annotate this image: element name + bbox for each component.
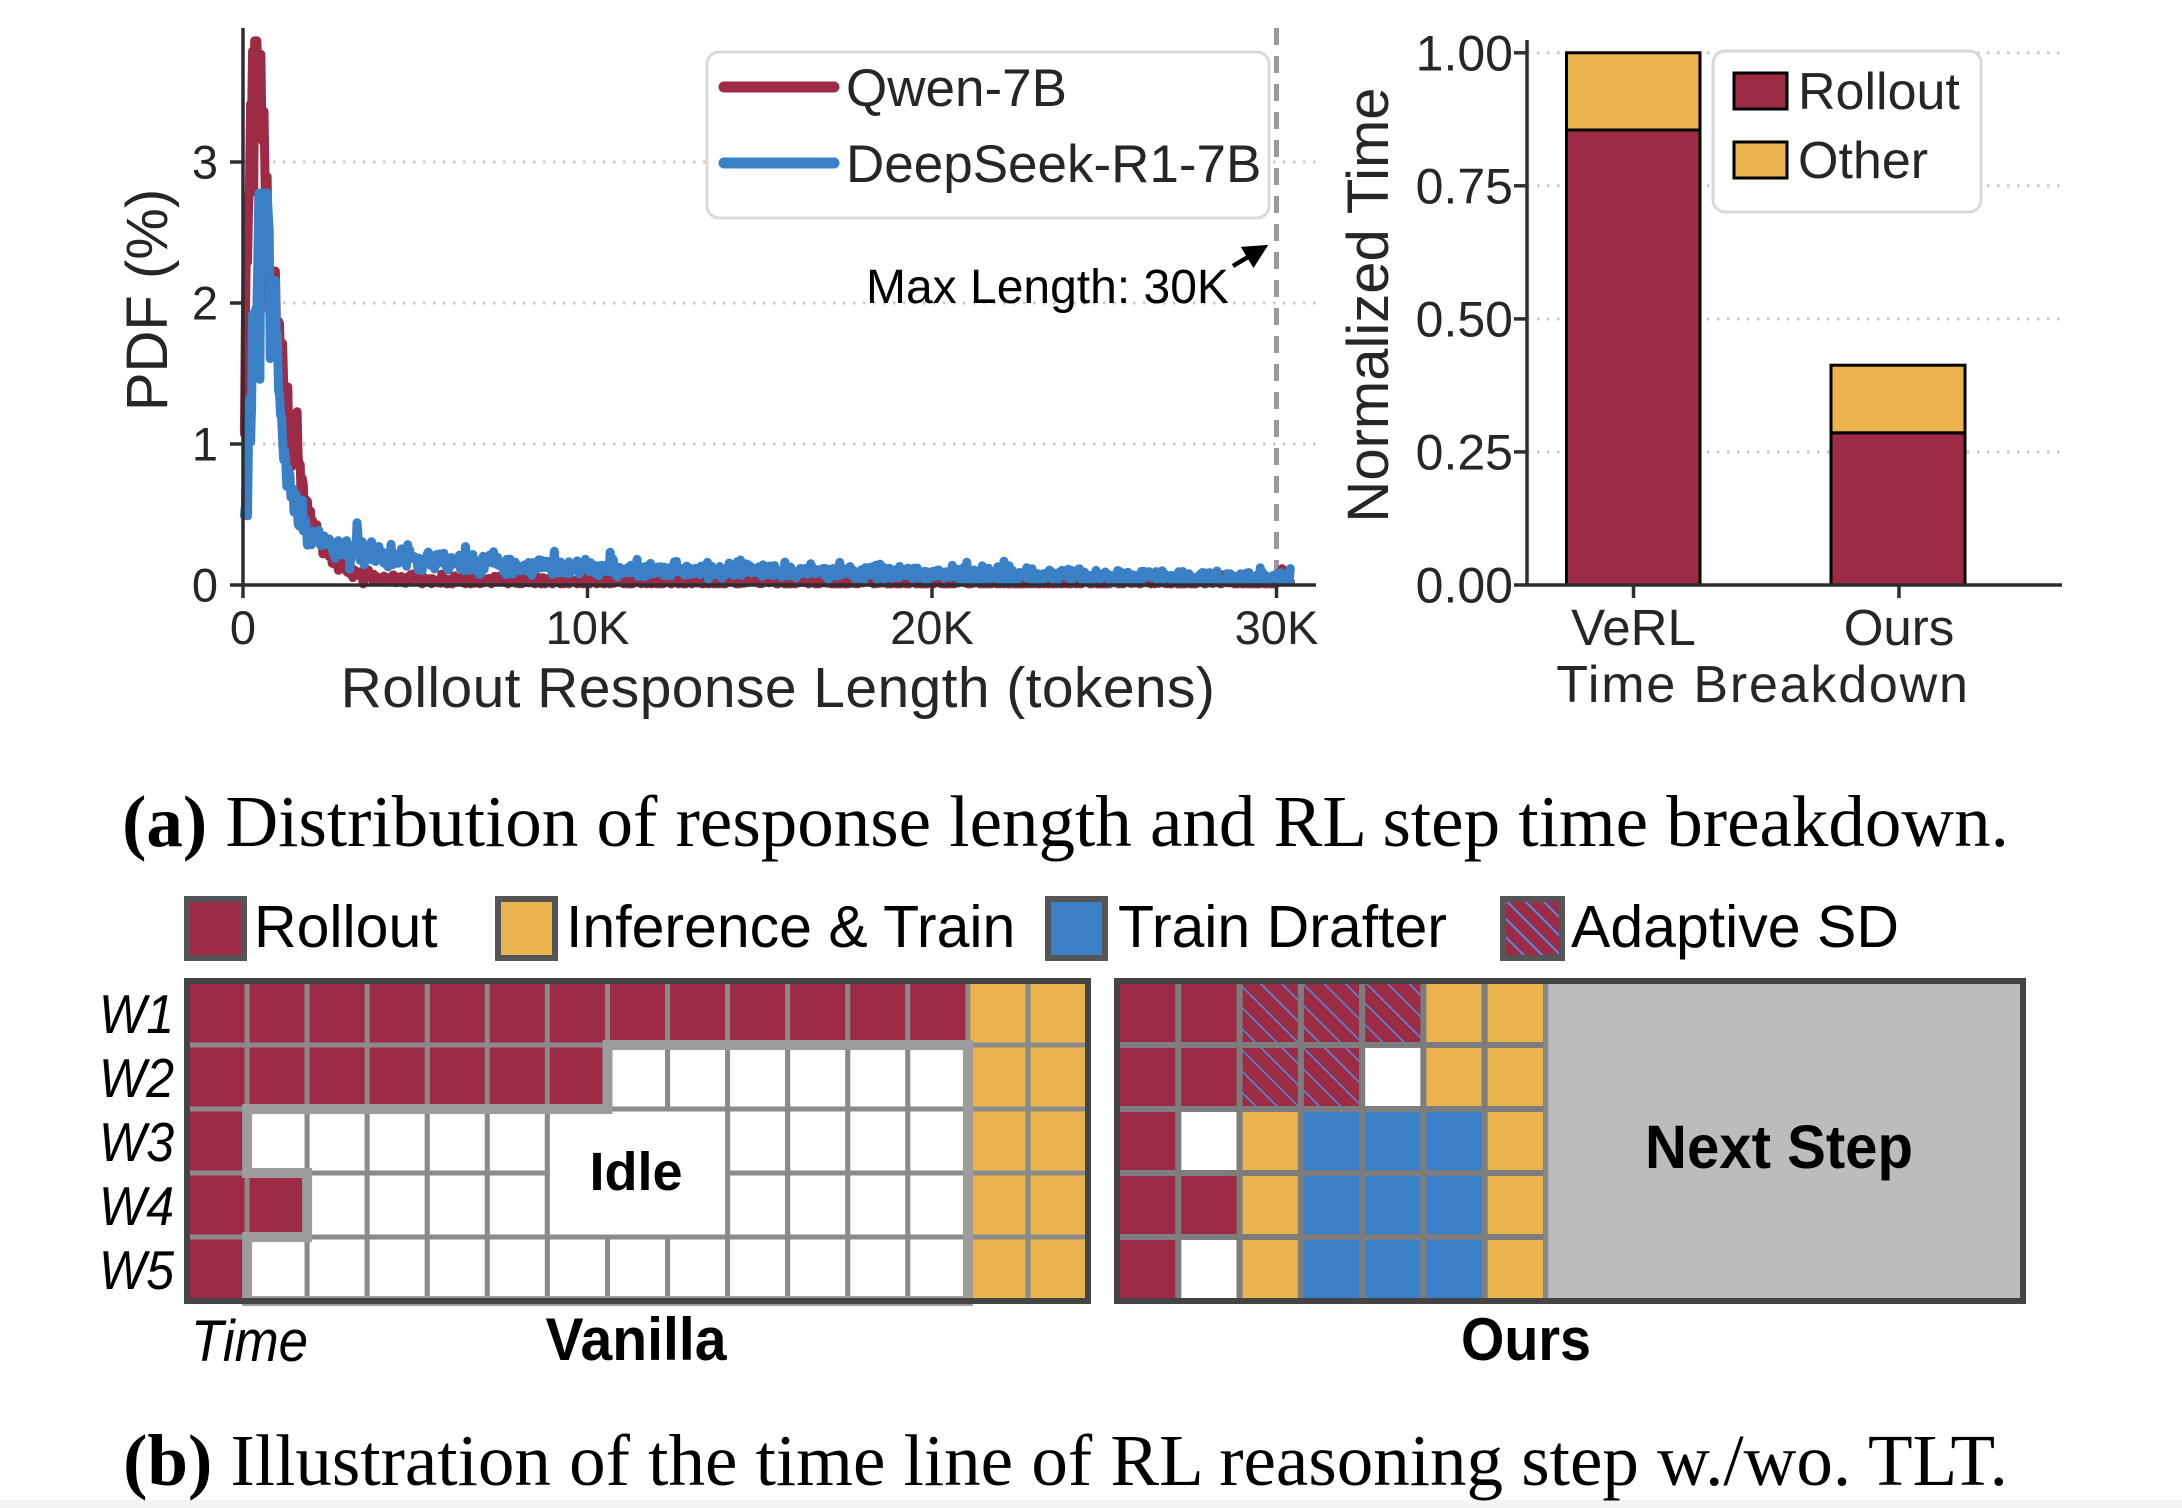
svg-text:W5: W5 xyxy=(99,1239,174,1301)
svg-text:1: 1 xyxy=(192,418,218,471)
svg-text:Time: Time xyxy=(191,1309,308,1374)
svg-text:2: 2 xyxy=(192,277,218,330)
svg-text:0.75: 0.75 xyxy=(1416,158,1513,214)
svg-text:0.00: 0.00 xyxy=(1416,558,1513,614)
svg-text:0.50: 0.50 xyxy=(1416,291,1513,347)
svg-text:3: 3 xyxy=(192,136,218,189)
svg-text:W1: W1 xyxy=(99,983,174,1045)
svg-text:Qwen-7B: Qwen-7B xyxy=(846,59,1067,118)
svg-text:Ours: Ours xyxy=(1844,599,1955,656)
svg-text:W3: W3 xyxy=(99,1111,174,1173)
svg-text:20K: 20K xyxy=(890,601,974,654)
svg-text:Normalized Time: Normalized Time xyxy=(1336,87,1401,522)
svg-text:Ours: Ours xyxy=(1461,1306,1591,1373)
svg-text:PDF (%): PDF (%) xyxy=(115,189,180,411)
svg-text:W4: W4 xyxy=(99,1175,174,1237)
svg-text:Other: Other xyxy=(1798,132,1928,190)
svg-text:Next Step: Next Step xyxy=(1645,1113,1913,1181)
svg-text:1.00: 1.00 xyxy=(1416,25,1513,81)
svg-text:Max Length: 30K: Max Length: 30K xyxy=(866,261,1229,314)
svg-text:0: 0 xyxy=(230,601,256,654)
svg-text:Rollout Response Length (token: Rollout Response Length (tokens) xyxy=(341,656,1216,720)
svg-text:Rollout: Rollout xyxy=(1798,63,1960,121)
svg-text:W2: W2 xyxy=(99,1047,174,1109)
svg-text:Idle: Idle xyxy=(589,1142,682,1202)
svg-text:Vanilla: Vanilla xyxy=(546,1306,728,1373)
svg-text:DeepSeek-R1-7B: DeepSeek-R1-7B xyxy=(846,135,1261,194)
svg-text:0.25: 0.25 xyxy=(1416,424,1513,480)
svg-text:10K: 10K xyxy=(546,601,630,654)
svg-text:Time Breakdown: Time Breakdown xyxy=(1556,656,1969,714)
svg-text:30K: 30K xyxy=(1235,601,1319,654)
svg-text:0: 0 xyxy=(192,559,218,612)
svg-text:VeRL: VeRL xyxy=(1571,599,1696,656)
